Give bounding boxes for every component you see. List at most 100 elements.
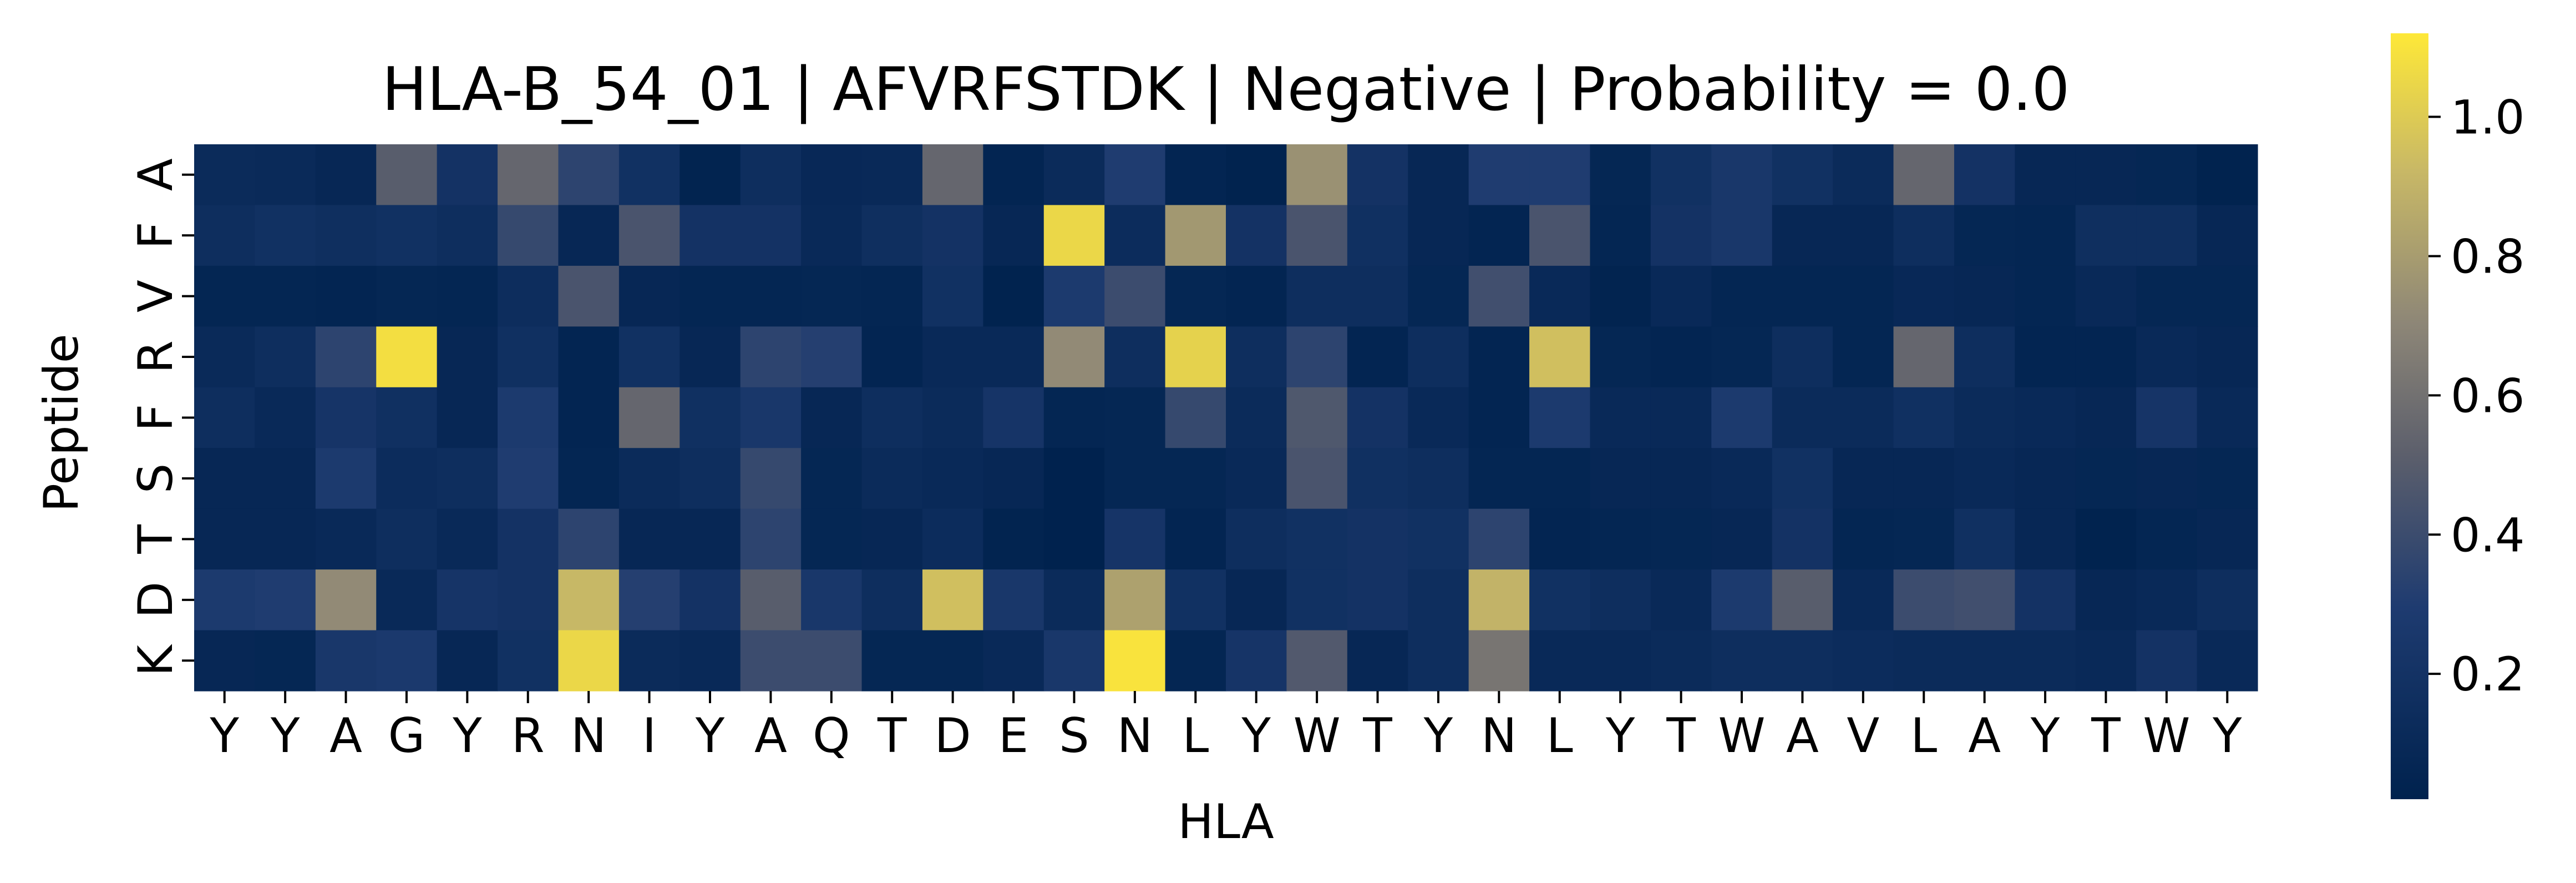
heatmap-cell: [194, 326, 256, 388]
heatmap-cell: [1590, 205, 1651, 266]
heatmap-cell: [1104, 448, 1166, 509]
heatmap-cell: [1529, 508, 1591, 570]
heatmap-cell: [922, 630, 983, 692]
heatmap-cell: [1833, 508, 1894, 570]
y-axis-ticks: A F VR F STDK: [128, 158, 194, 676]
heatmap-cell: [922, 265, 983, 327]
heatmap-cell: [498, 448, 559, 509]
x-tick-label: E: [998, 708, 1028, 764]
heatmap-cell: [1711, 630, 1773, 692]
heatmap-cell: [680, 205, 741, 266]
heatmap-cell: [1043, 144, 1105, 206]
heatmap-cell: [1772, 265, 1833, 327]
heatmap-cell: [255, 448, 316, 509]
heatmap-cell: [1893, 569, 1955, 631]
heatmap-cell: [1711, 387, 1773, 448]
heatmap-cell: [2136, 387, 2198, 448]
heatmap-cell: [1043, 508, 1105, 570]
y-tick-label: V: [128, 280, 184, 312]
heatmap-cell: [861, 508, 923, 570]
heatmap-cell: [801, 326, 863, 388]
y-tick-label: A: [128, 158, 184, 191]
heatmap-cell: [558, 144, 620, 206]
heatmap-cell: [498, 144, 559, 206]
heatmap-cell: [1286, 326, 1348, 388]
heatmap-cell: [1650, 508, 1712, 570]
x-tick-label: A: [1968, 708, 2001, 764]
heatmap-cell: [1408, 144, 1469, 206]
heatmap-cell: [740, 630, 802, 692]
heatmap-cell: [1833, 630, 1894, 692]
heatmap-cell: [740, 205, 802, 266]
heatmap-cell: [1165, 144, 1226, 206]
x-tick-label: T: [2091, 708, 2121, 764]
heatmap-cell: [1833, 569, 1894, 631]
heatmap-cell: [1347, 326, 1408, 388]
heatmap-cell: [1226, 144, 1287, 206]
x-tick-label: Y: [1605, 708, 1635, 764]
heatmap-cell: [437, 387, 498, 448]
heatmap-cell: [1104, 265, 1166, 327]
heatmap-cell: [1104, 205, 1166, 266]
heatmap-cell: [983, 205, 1044, 266]
heatmap-cell: [1468, 630, 1530, 692]
heatmap-cell: [376, 144, 438, 206]
heatmap-cell: [437, 630, 498, 692]
x-tick-label: Y: [209, 708, 239, 764]
heatmap-cell: [255, 630, 316, 692]
heatmap-cell: [2197, 326, 2258, 388]
heatmap-cell: [376, 569, 438, 631]
x-tick-label: R: [511, 708, 545, 764]
heatmap-cell: [1772, 205, 1833, 266]
heatmap-cell: [2136, 569, 2198, 631]
heatmap-cell: [1104, 387, 1166, 448]
heatmap-cell: [922, 326, 983, 388]
heatmap-cell: [2015, 387, 2076, 448]
heatmap-cell: [740, 326, 802, 388]
heatmap-cell: [1408, 265, 1469, 327]
heatmap-cell: [255, 144, 316, 206]
heatmap-cell: [1347, 205, 1408, 266]
colorbar-tick-label: 1.0: [2451, 90, 2525, 145]
colorbar-tick-label: 0.6: [2451, 369, 2525, 423]
heatmap-cell: [680, 265, 741, 327]
heatmap-cell: [740, 508, 802, 570]
heatmap-cell: [437, 144, 498, 206]
x-tick-label: A: [1786, 708, 1819, 764]
heatmap-cell: [861, 448, 923, 509]
heatmap-cell: [1104, 569, 1166, 631]
heatmap-cell: [1590, 144, 1651, 206]
heatmap-cell: [861, 205, 923, 266]
heatmap-cell: [922, 205, 983, 266]
heatmap-cell: [2015, 569, 2076, 631]
heatmap-cell: [2197, 265, 2258, 327]
heatmap-cell: [1711, 448, 1773, 509]
heatmap-cell: [558, 326, 620, 388]
heatmap-cell: [315, 144, 377, 206]
heatmap-cell: [1286, 387, 1348, 448]
heatmap-cell: [1650, 387, 1712, 448]
heatmap-cell: [618, 630, 680, 692]
colorbar: [2391, 33, 2428, 799]
heatmap-cell: [1893, 265, 1955, 327]
heatmap-cell: [983, 387, 1044, 448]
heatmap-cell: [2136, 326, 2198, 388]
heatmap-cell: [1286, 569, 1348, 631]
x-tick-label: D: [935, 708, 971, 764]
heatmap-cell: [1590, 569, 1651, 631]
heatmap-cell: [1650, 448, 1712, 509]
x-tick-label: N: [571, 708, 606, 764]
heatmap-cell: [376, 326, 438, 388]
heatmap-cell: [1711, 326, 1773, 388]
x-tick-label: T: [877, 708, 907, 764]
heatmap-cell: [376, 205, 438, 266]
heatmap-cell: [2075, 569, 2137, 631]
heatmap-cell: [2136, 144, 2198, 206]
heatmap-cell: [618, 205, 680, 266]
heatmap-cell: [1590, 265, 1651, 327]
heatmap-cell: [2075, 144, 2137, 206]
heatmap-cell: [437, 265, 498, 327]
x-tick-label: Y: [452, 708, 482, 764]
heatmap-cell: [1286, 508, 1348, 570]
